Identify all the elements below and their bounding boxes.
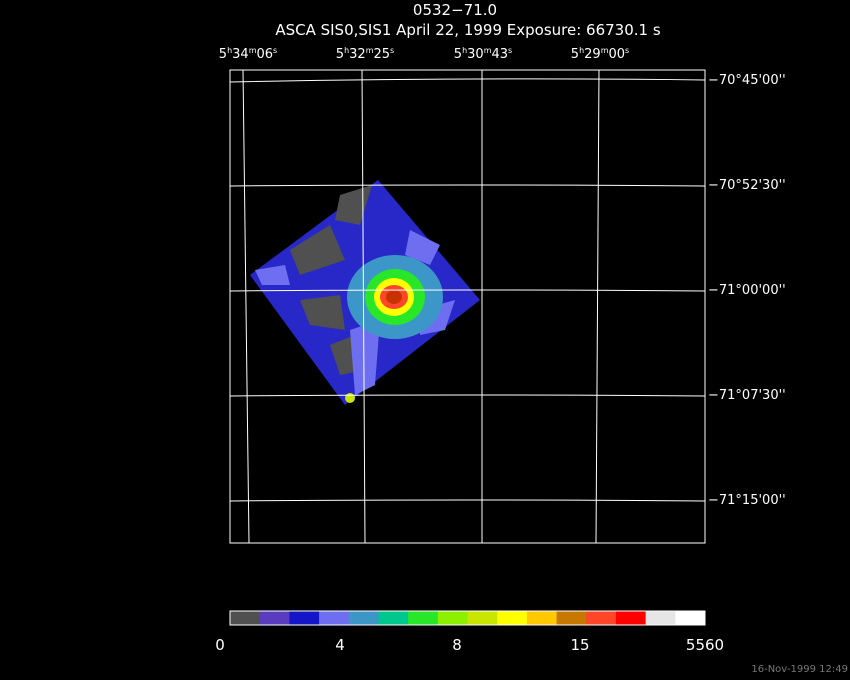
colorbar-swatch xyxy=(467,611,498,625)
ra-unit: h xyxy=(344,46,349,55)
colorbar-label: 0 xyxy=(215,636,225,654)
ra-grid-line xyxy=(595,69,600,544)
subtitle: ASCA SIS0,SIS1 April 22, 1999 Exposure: … xyxy=(275,21,661,39)
colorbar: 0 4 8 15 5560 xyxy=(215,610,724,654)
ra-grid-line xyxy=(242,69,250,544)
colorbar-swatch xyxy=(230,611,261,625)
colorbar-label: 8 xyxy=(452,636,462,654)
patch xyxy=(350,320,380,395)
ra-unit: m xyxy=(484,46,492,55)
colorbar-swatch xyxy=(437,611,468,625)
title: 0532−71.0 xyxy=(413,1,497,19)
ra-unit: h xyxy=(579,46,584,55)
colorbar-swatch xyxy=(675,611,706,625)
dec-grid-line xyxy=(229,394,706,397)
ra-value: 32 xyxy=(349,47,366,62)
colorbar-label: 5560 xyxy=(686,636,724,654)
ra-value: 5 xyxy=(454,47,462,62)
colorbar-frame xyxy=(229,610,706,626)
ra-label: 5h30m43s xyxy=(454,46,512,62)
ra-value: 30 xyxy=(467,47,484,62)
colorbar-label: 4 xyxy=(335,636,345,654)
dec-label: −71°15'00'' xyxy=(708,493,786,508)
ra-value: 34 xyxy=(232,47,249,62)
dec-label: −70°45'00'' xyxy=(708,73,786,88)
plot-frame xyxy=(229,69,706,544)
colorbar-swatch xyxy=(497,611,528,625)
colorbar-swatch xyxy=(645,611,676,625)
ra-value: 5 xyxy=(336,47,344,62)
dec-grid-line xyxy=(229,499,706,502)
dec-grid-line xyxy=(229,184,706,187)
ra-value: 5 xyxy=(571,47,579,62)
ra-unit: s xyxy=(625,46,629,55)
ra-unit: s xyxy=(273,46,277,55)
ra-unit: m xyxy=(366,46,374,55)
ra-unit: m xyxy=(249,46,257,55)
colorbar-swatch xyxy=(319,611,350,625)
dec-grid-line xyxy=(229,289,706,292)
patch xyxy=(290,225,345,275)
coordinate-grid xyxy=(229,69,706,544)
ra-label: 5h34m06s xyxy=(219,46,277,62)
patch xyxy=(405,230,440,265)
dec-label: −70°52'30'' xyxy=(708,178,786,193)
ra-unit: h xyxy=(462,46,467,55)
ra-labels: 5h34m06s 5h32m25s 5h30m43s 5h29m00s xyxy=(219,46,629,62)
dec-labels: −70°45'00'' −70°52'30'' −71°00'00'' −71°07'… xyxy=(708,73,786,508)
ra-unit: m xyxy=(601,46,609,55)
patch xyxy=(300,295,345,330)
colorbar-swatch xyxy=(615,611,647,625)
ra-unit: s xyxy=(390,46,394,55)
core xyxy=(386,290,402,304)
colorbar-swatch xyxy=(348,611,379,625)
patch xyxy=(255,265,290,285)
ra-value: 06 xyxy=(256,47,273,62)
colorbar-swatch xyxy=(289,611,320,625)
ra-label: 5h29m00s xyxy=(571,46,629,62)
patch xyxy=(345,393,355,403)
colorbar-label: 15 xyxy=(570,636,589,654)
colorbar-swatch xyxy=(378,611,409,625)
ra-unit: h xyxy=(227,46,232,55)
colorbar-swatch xyxy=(556,611,587,625)
colorbar-swatch xyxy=(259,611,290,625)
ra-value: 43 xyxy=(491,47,508,62)
colorbar-swatch xyxy=(408,611,439,625)
ra-grid-line xyxy=(361,69,366,544)
ra-value: 00 xyxy=(608,47,625,62)
ra-value: 29 xyxy=(584,47,601,62)
ra-value: 5 xyxy=(219,47,227,62)
timestamp: 16-Nov-1999 12:49 xyxy=(751,664,848,675)
dec-grid-line xyxy=(229,78,706,83)
ra-unit: s xyxy=(508,46,512,55)
ra-value: 25 xyxy=(373,47,390,62)
dec-label: −71°00'00'' xyxy=(708,283,786,298)
colorbar-swatch xyxy=(526,611,558,625)
colorbar-swatch xyxy=(586,611,617,625)
dec-label: −71°07'30'' xyxy=(708,388,786,403)
image xyxy=(250,180,480,405)
ra-label: 5h32m25s xyxy=(336,46,394,62)
